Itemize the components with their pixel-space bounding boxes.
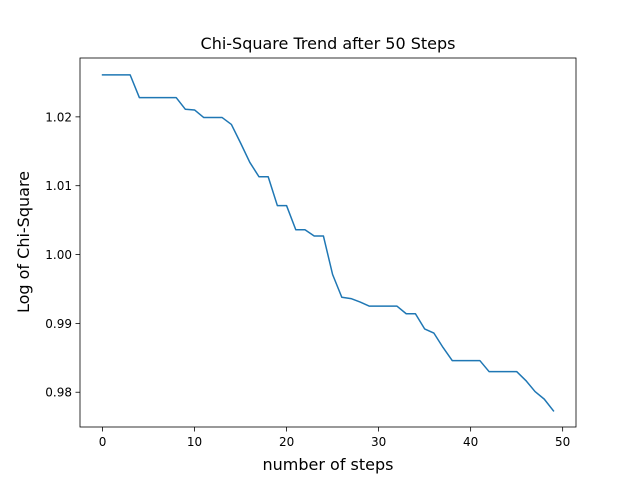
chart-title: Chi-Square Trend after 50 Steps bbox=[201, 34, 456, 53]
x-tick-label: 10 bbox=[187, 435, 202, 449]
y-tick-label: 1.00 bbox=[45, 248, 72, 262]
x-axis-label: number of steps bbox=[263, 455, 394, 474]
y-tick-label: 0.99 bbox=[45, 317, 72, 331]
y-tick-label: 1.02 bbox=[45, 110, 72, 124]
x-tick-label: 30 bbox=[371, 435, 386, 449]
x-tick-label: 50 bbox=[555, 435, 570, 449]
y-tick-label: 0.98 bbox=[45, 386, 72, 400]
y-axis-label: Log of Chi-Square bbox=[14, 171, 33, 313]
x-tick-label: 0 bbox=[99, 435, 107, 449]
x-tick-label: 20 bbox=[279, 435, 294, 449]
series-line-0 bbox=[101, 74, 555, 412]
y-tick-label: 1.01 bbox=[45, 179, 72, 193]
x-tick-label: 40 bbox=[463, 435, 478, 449]
plot-frame bbox=[79, 57, 577, 428]
plot-area: 0 10 20 30 40 50 0.98 0.99 1.00 1.01 1.02 bbox=[45, 57, 577, 449]
